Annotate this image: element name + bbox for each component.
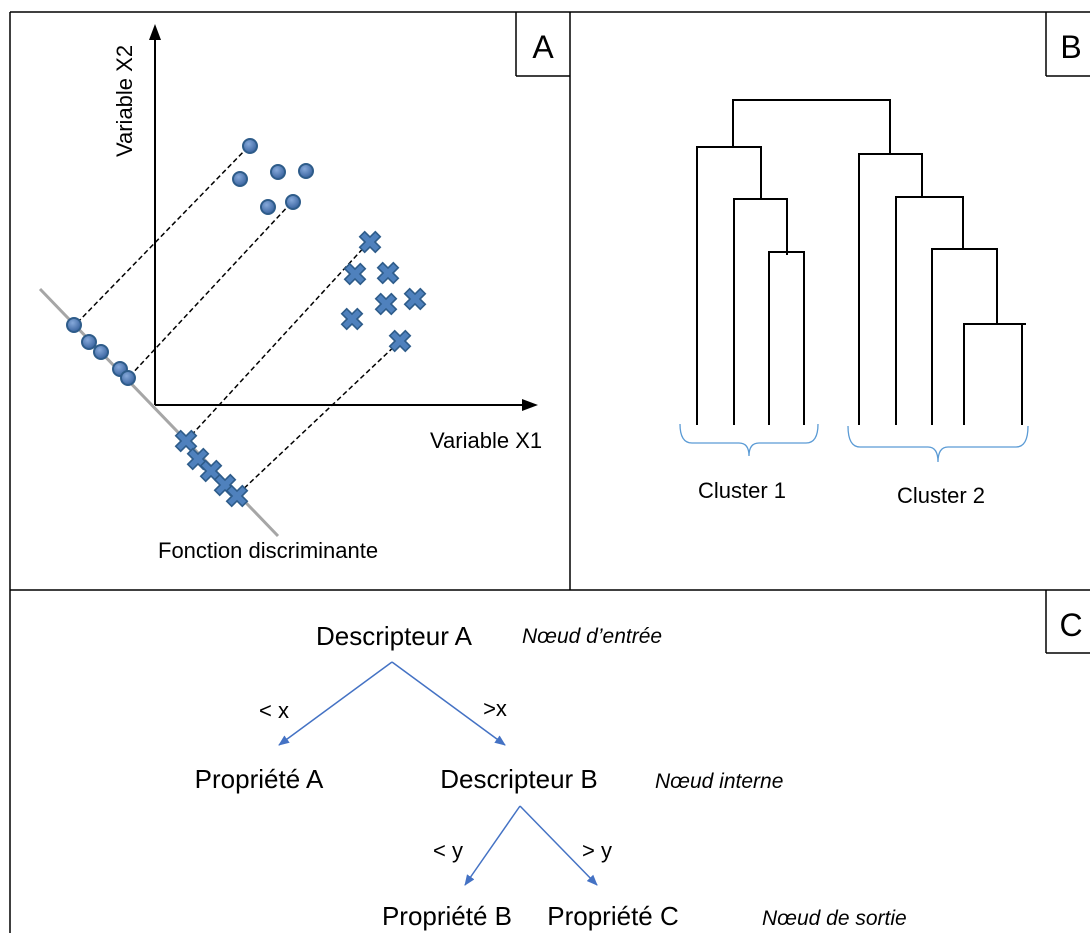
dendrogram-root-link xyxy=(732,99,891,154)
class-2-point xyxy=(398,282,432,316)
dendrogram-link xyxy=(895,196,964,425)
cluster-2-brace xyxy=(847,425,1029,463)
dendrogram-link xyxy=(696,146,762,425)
tree-edge-arrow xyxy=(464,805,521,886)
panel-a-discriminant-plot: Variable X2 Variable X1 Fonction discrim… xyxy=(38,24,542,563)
projection-dashed-line xyxy=(186,242,369,441)
dendrogram-link xyxy=(858,153,923,425)
class-2-point xyxy=(383,324,417,358)
class-2-point xyxy=(369,287,403,321)
edge-label-internal-left: < y xyxy=(433,838,463,863)
class-1-point xyxy=(232,171,248,187)
tree-leaf-node-c: Propriété C xyxy=(547,901,679,931)
class-1-projected-point xyxy=(66,317,82,333)
edge-label-internal-right: > y xyxy=(582,838,612,863)
panel-a-label: A xyxy=(532,29,554,65)
class-1-projected-point xyxy=(120,370,136,386)
dendrogram-link xyxy=(768,251,805,425)
x-axis-arrowhead xyxy=(522,399,538,411)
panel-a-label-box: A xyxy=(515,12,570,77)
class-1-point xyxy=(260,199,276,215)
class-2-point xyxy=(338,257,372,291)
internal-node-type-label: Nœud interne xyxy=(655,770,783,793)
input-node-type-label: Nœud d’entrée xyxy=(522,625,662,648)
output-node-type-label: Nœud de sortie xyxy=(762,907,907,930)
tree-edge-arrow xyxy=(278,661,393,746)
x-axis-label: Variable X1 xyxy=(430,428,542,453)
tree-leaf-node-b: Propriété B xyxy=(382,901,512,931)
panel-c-label-box: C xyxy=(1045,590,1090,654)
tree-edge-arrow xyxy=(519,805,598,886)
panel-b-label-box: B xyxy=(1045,12,1090,77)
cluster-1-brace xyxy=(679,423,819,457)
class-2-point xyxy=(353,225,387,259)
projection-dashed-line xyxy=(75,146,249,325)
dendrogram-link xyxy=(963,323,1026,425)
y-axis-arrowhead xyxy=(149,24,161,40)
cluster-2-label: Cluster 2 xyxy=(897,483,985,508)
tree-leaf-node-a: Propriété A xyxy=(195,764,324,794)
tree-internal-node: Descripteur B xyxy=(440,764,598,794)
class-1-point xyxy=(242,138,258,154)
panel-b-label: B xyxy=(1060,29,1081,65)
class-2-point xyxy=(335,302,369,336)
projection-dashed-line xyxy=(128,202,292,378)
figure-frame xyxy=(9,11,1090,933)
panel-c-decision-tree: Descripteur A Nœud d’entrée < x >x Propr… xyxy=(195,621,907,931)
dendrogram-link xyxy=(931,248,998,425)
tree-root-node: Descripteur A xyxy=(316,621,473,651)
cluster-1-label: Cluster 1 xyxy=(698,478,786,503)
class-2-point xyxy=(371,256,405,290)
tree-edge-arrow xyxy=(391,661,506,746)
dendrogram-link xyxy=(733,198,788,425)
class-1-projected-point xyxy=(93,344,109,360)
projection-dashed-line xyxy=(236,341,400,496)
class-1-projected-point xyxy=(81,334,97,350)
panel-b-dendrogram: Cluster 1 Cluster 2 xyxy=(679,99,1029,508)
edge-label-root-right: >x xyxy=(483,696,507,721)
class-1-point xyxy=(285,194,301,210)
discriminant-function-label: Fonction discriminante xyxy=(158,538,378,563)
y-axis-label: Variable X2 xyxy=(112,45,137,157)
panel-c-label: C xyxy=(1059,607,1082,643)
edge-label-root-left: < x xyxy=(259,698,289,723)
class-1-point xyxy=(270,164,286,180)
class-1-point xyxy=(298,163,314,179)
